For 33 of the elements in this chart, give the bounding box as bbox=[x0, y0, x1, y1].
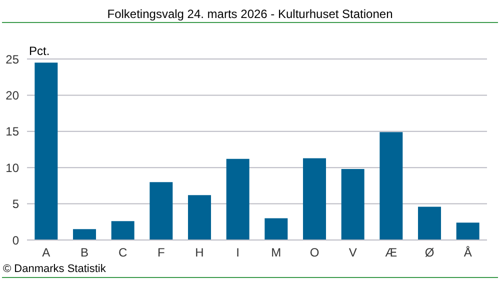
x-tick-label: M bbox=[271, 246, 282, 260]
x-tick-label: O bbox=[310, 246, 320, 260]
x-tick-label: A bbox=[42, 246, 50, 260]
x-tick-label: V bbox=[348, 246, 357, 260]
x-tick-label: Ø bbox=[424, 246, 434, 260]
bar bbox=[341, 169, 364, 240]
bar bbox=[264, 218, 288, 240]
bar bbox=[418, 206, 441, 240]
bar bbox=[303, 158, 326, 240]
chart-title: Folketingsvalg 24. marts 2026 - Kulturhuset Stationen bbox=[106, 7, 394, 21]
bar bbox=[150, 182, 173, 240]
y-tick-label: 20 bbox=[6, 88, 20, 102]
bar bbox=[111, 221, 134, 240]
x-tick-label: Æ bbox=[385, 246, 398, 260]
text: © Danmarks Statistik bbox=[3, 263, 106, 275]
y-tick-label: 25 bbox=[6, 52, 20, 66]
x-tick-label: I bbox=[236, 246, 240, 260]
y-tick-label: 10 bbox=[6, 160, 20, 175]
y-tick-label: 0 bbox=[12, 233, 20, 248]
x-tick-label: F bbox=[157, 246, 165, 260]
y-tick-label: 5 bbox=[12, 197, 20, 212]
x-tick-label: C bbox=[118, 246, 128, 260]
y-tick-label: 15 bbox=[6, 124, 20, 139]
x-tick-label: H bbox=[195, 246, 204, 260]
y-axis-title: Pct. bbox=[29, 44, 50, 58]
bar bbox=[34, 62, 58, 240]
bar bbox=[380, 132, 403, 240]
bar bbox=[73, 229, 96, 240]
x-tick-label: Å bbox=[464, 246, 472, 260]
x-tick-label: B bbox=[80, 246, 89, 260]
bar bbox=[188, 195, 211, 240]
bar bbox=[226, 158, 250, 240]
bar bbox=[456, 222, 480, 240]
